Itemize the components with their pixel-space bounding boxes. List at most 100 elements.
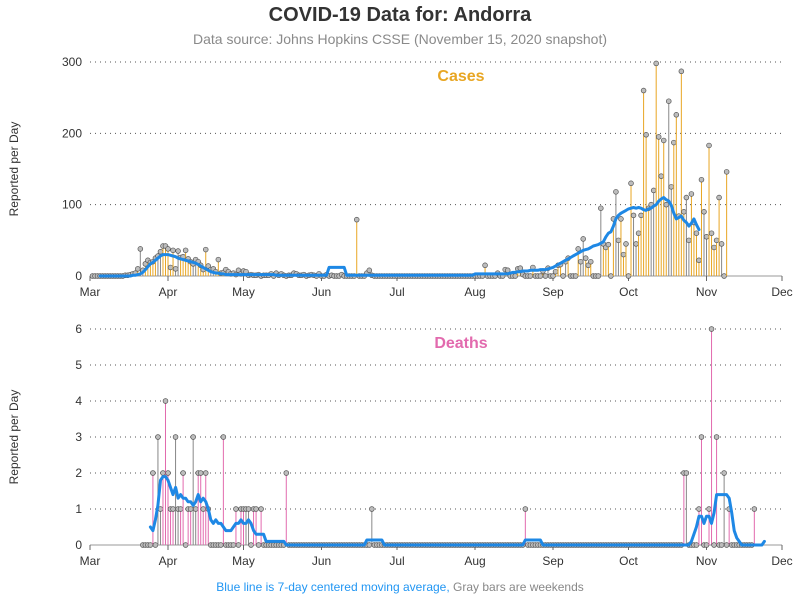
data-point	[522, 506, 529, 512]
data-point	[162, 398, 169, 404]
data-point	[620, 251, 627, 258]
data-point	[150, 470, 156, 476]
data-point	[192, 506, 199, 512]
data-point	[245, 506, 252, 512]
data-point	[666, 98, 672, 104]
x-tick-label: May	[232, 285, 255, 299]
x-tick-label: Aug	[464, 285, 485, 299]
moving-average-line	[148, 475, 766, 547]
data-point	[698, 434, 705, 440]
data-point	[696, 506, 702, 512]
data-point	[353, 216, 360, 223]
panel-title: Cases	[437, 68, 484, 85]
data-point	[608, 273, 614, 279]
chart-subtitle: Data source: Johns Hopkins CSSE (Novembe…	[193, 31, 607, 47]
x-tick-label: Aug	[464, 554, 485, 568]
data-point	[577, 258, 584, 265]
x-tick-label: Jun	[312, 285, 331, 299]
data-point	[253, 506, 259, 512]
data-point	[366, 267, 373, 274]
data-point	[482, 262, 488, 269]
y-axis-label: Reported per Day	[7, 390, 21, 485]
weekend-note: Gray bars are weekends	[453, 580, 584, 594]
data-point	[542, 273, 549, 279]
chart-footer: Blue line is 7-day centered moving avera…	[0, 580, 800, 594]
data-point	[635, 230, 642, 236]
deaths-panel: Reported per Day 0 1 2 3 4 5 6 Mar Apr May Jun Jul Au…	[7, 322, 793, 568]
cases-panel: Reported per Day 0 100 200 300 Mar Apr May Jun Ju…	[7, 55, 793, 299]
chart-title: COVID-19 Data for: Andorra	[268, 4, 532, 26]
data-point	[708, 230, 715, 236]
data-point	[203, 246, 209, 253]
data-point	[681, 209, 687, 215]
y-tick-label: 100	[62, 198, 82, 212]
data-point	[135, 266, 141, 272]
x-tick-label: Mar	[80, 285, 101, 299]
data-point	[698, 176, 705, 183]
data-point	[203, 470, 209, 476]
data-point	[598, 205, 604, 211]
data-point	[595, 273, 602, 279]
data-point	[653, 60, 659, 67]
data-point	[165, 470, 171, 476]
data-point	[572, 273, 579, 279]
x-tick-label: Jul	[389, 554, 404, 568]
data-point	[660, 137, 667, 144]
y-tick-label: 0	[75, 269, 82, 283]
data-point	[197, 470, 204, 476]
panel-title: Deaths	[434, 335, 487, 352]
data-point	[560, 273, 566, 279]
y-tick-label: 1	[75, 502, 82, 516]
data-point	[615, 237, 622, 244]
data-point	[718, 241, 725, 247]
y-axis-label: Reported per Day	[7, 122, 21, 217]
data-point	[190, 434, 196, 440]
data-point	[618, 216, 624, 222]
y-tick-label: 5	[75, 358, 82, 372]
data-point	[693, 542, 700, 548]
x-tick-label: May	[232, 554, 255, 568]
x-tick-label: Nov	[696, 285, 717, 299]
data-point	[582, 255, 589, 261]
data-point	[721, 470, 727, 476]
data-point	[182, 542, 189, 548]
data-point	[723, 169, 730, 175]
data-point	[640, 87, 647, 94]
data-point	[167, 264, 174, 271]
data-point	[230, 542, 237, 548]
data-point	[613, 189, 619, 195]
data-point	[638, 212, 644, 219]
data-point	[137, 246, 144, 252]
data-point	[170, 247, 176, 254]
data-point	[711, 244, 717, 251]
data-point	[580, 236, 586, 242]
data-point	[723, 542, 730, 548]
data-point	[655, 134, 662, 140]
data-point	[155, 434, 161, 440]
data-point	[512, 273, 519, 279]
y-tick-label: 300	[62, 55, 82, 69]
data-point	[683, 470, 690, 476]
x-tick-label: Dec	[771, 285, 792, 299]
data-point	[215, 256, 222, 263]
data-point	[623, 241, 629, 247]
y-tick-label: 4	[75, 394, 82, 408]
data-point	[633, 241, 639, 247]
x-tick-label: Oct	[619, 554, 638, 568]
x-tick-label: Nov	[696, 554, 717, 568]
y-tick-label: 200	[62, 126, 82, 140]
data-point	[703, 234, 710, 240]
x-tick-label: Apr	[159, 285, 178, 299]
data-point	[170, 506, 176, 512]
x-tick-label: Mar	[80, 554, 101, 568]
data-point	[147, 542, 154, 548]
data-point	[718, 542, 725, 548]
data-point	[177, 506, 184, 512]
x-tick-label: Apr	[159, 554, 178, 568]
data-point	[588, 258, 594, 265]
data-point	[172, 266, 179, 272]
data-point	[713, 237, 720, 244]
data-point	[663, 201, 669, 208]
data-point	[182, 247, 189, 254]
data-point	[366, 542, 373, 548]
